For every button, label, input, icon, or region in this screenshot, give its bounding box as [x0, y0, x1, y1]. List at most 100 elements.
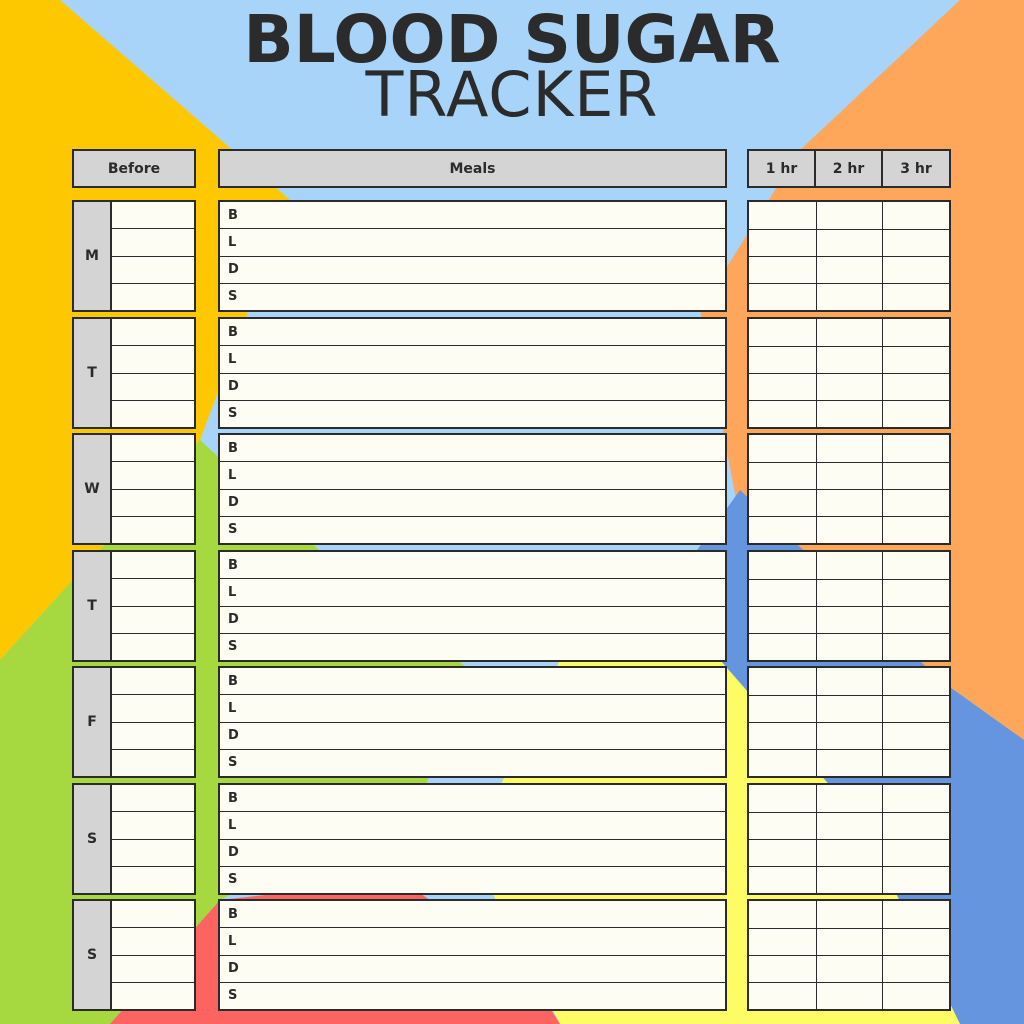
- meal-row[interactable]: S: [220, 748, 725, 776]
- before-cell[interactable]: [112, 668, 194, 694]
- hour-cell[interactable]: [815, 866, 883, 893]
- hour-cell[interactable]: [882, 373, 949, 400]
- meal-row[interactable]: B: [228, 673, 238, 689]
- hour-cell[interactable]: [749, 229, 816, 256]
- before-cell[interactable]: [112, 461, 194, 488]
- before-cell[interactable]: [112, 345, 194, 372]
- hour-cell[interactable]: [749, 785, 816, 812]
- hour-cell[interactable]: [749, 749, 816, 776]
- hour-cell[interactable]: [815, 785, 883, 812]
- hour-cell[interactable]: [882, 516, 949, 543]
- meal-row[interactable]: D: [220, 838, 725, 866]
- before-cell[interactable]: [112, 578, 194, 605]
- hour-cell[interactable]: [749, 283, 816, 310]
- hour-cell[interactable]: [749, 866, 816, 893]
- hour-cell[interactable]: [815, 283, 883, 310]
- hour-cell[interactable]: [815, 955, 883, 982]
- meal-row[interactable]: S: [220, 981, 725, 1009]
- meal-row[interactable]: B: [228, 557, 238, 573]
- before-cell[interactable]: [112, 202, 194, 228]
- meal-row[interactable]: L: [220, 228, 725, 255]
- hour-cell[interactable]: [882, 346, 949, 373]
- meal-row[interactable]: L: [220, 578, 725, 605]
- hour-cell[interactable]: [749, 462, 816, 489]
- meal-row[interactable]: L: [220, 811, 725, 838]
- hour-cell[interactable]: [882, 928, 949, 955]
- before-cell[interactable]: [112, 927, 194, 954]
- hour-cell[interactable]: [882, 552, 949, 579]
- hour-cell[interactable]: [749, 319, 816, 346]
- hour-cell[interactable]: [815, 435, 883, 462]
- hour-cell[interactable]: [749, 256, 816, 283]
- hour-cell[interactable]: [815, 516, 883, 543]
- hour-cell[interactable]: [815, 462, 883, 489]
- before-cell[interactable]: [112, 981, 194, 1009]
- hour-cell[interactable]: [749, 982, 816, 1009]
- hour-cell[interactable]: [815, 901, 883, 928]
- hour-cell[interactable]: [882, 901, 949, 928]
- meal-row[interactable]: D: [220, 721, 725, 749]
- hour-cell[interactable]: [749, 346, 816, 373]
- hour-cell[interactable]: [882, 606, 949, 633]
- before-cell[interactable]: [112, 435, 194, 461]
- hour-cell[interactable]: [749, 202, 816, 229]
- hour-cell[interactable]: [749, 400, 816, 427]
- before-cell[interactable]: [112, 488, 194, 516]
- before-cell[interactable]: [112, 372, 194, 400]
- before-cell[interactable]: [112, 865, 194, 893]
- hour-cell[interactable]: [749, 955, 816, 982]
- meal-row[interactable]: L: [220, 927, 725, 954]
- hour-cell[interactable]: [882, 839, 949, 866]
- hour-cell[interactable]: [815, 373, 883, 400]
- hour-cell[interactable]: [749, 435, 816, 462]
- hour-cell[interactable]: [882, 229, 949, 256]
- hour-cell[interactable]: [815, 489, 883, 516]
- meal-row[interactable]: B: [228, 440, 238, 456]
- hour-cell[interactable]: [882, 256, 949, 283]
- hour-cell[interactable]: [815, 552, 883, 579]
- meal-row[interactable]: S: [220, 515, 725, 543]
- hour-cell[interactable]: [815, 668, 883, 695]
- hour-cell[interactable]: [749, 901, 816, 928]
- before-cell[interactable]: [112, 748, 194, 776]
- hour-cell[interactable]: [815, 928, 883, 955]
- meal-row[interactable]: D: [220, 488, 725, 516]
- hour-cell[interactable]: [815, 606, 883, 633]
- hour-cell[interactable]: [749, 928, 816, 955]
- meal-row[interactable]: L: [220, 694, 725, 721]
- hour-cell[interactable]: [815, 749, 883, 776]
- hour-cell[interactable]: [882, 462, 949, 489]
- meal-row[interactable]: D: [220, 372, 725, 400]
- meal-row[interactable]: S: [220, 399, 725, 427]
- hour-cell[interactable]: [749, 579, 816, 606]
- hour-cell[interactable]: [882, 435, 949, 462]
- hour-cell[interactable]: [815, 839, 883, 866]
- hour-cell[interactable]: [882, 579, 949, 606]
- before-cell[interactable]: [112, 785, 194, 811]
- meal-row[interactable]: S: [220, 632, 725, 660]
- hour-cell[interactable]: [749, 552, 816, 579]
- before-cell[interactable]: [112, 954, 194, 982]
- before-cell[interactable]: [112, 721, 194, 749]
- hour-cell[interactable]: [749, 839, 816, 866]
- hour-cell[interactable]: [749, 722, 816, 749]
- before-cell[interactable]: [112, 282, 194, 310]
- hour-cell[interactable]: [882, 319, 949, 346]
- before-cell[interactable]: [112, 811, 194, 838]
- hour-cell[interactable]: [882, 668, 949, 695]
- hour-cell[interactable]: [749, 489, 816, 516]
- meal-row[interactable]: B: [228, 906, 238, 922]
- hour-cell[interactable]: [815, 346, 883, 373]
- hour-cell[interactable]: [749, 606, 816, 633]
- meal-row[interactable]: D: [220, 954, 725, 982]
- hour-cell[interactable]: [815, 579, 883, 606]
- hour-cell[interactable]: [749, 516, 816, 543]
- meal-row[interactable]: D: [220, 255, 725, 283]
- hour-cell[interactable]: [815, 982, 883, 1009]
- before-cell[interactable]: [112, 694, 194, 721]
- hour-cell[interactable]: [815, 202, 883, 229]
- hour-cell[interactable]: [882, 982, 949, 1009]
- meal-row[interactable]: B: [228, 207, 238, 223]
- hour-cell[interactable]: [749, 668, 816, 695]
- hour-cell[interactable]: [882, 633, 949, 660]
